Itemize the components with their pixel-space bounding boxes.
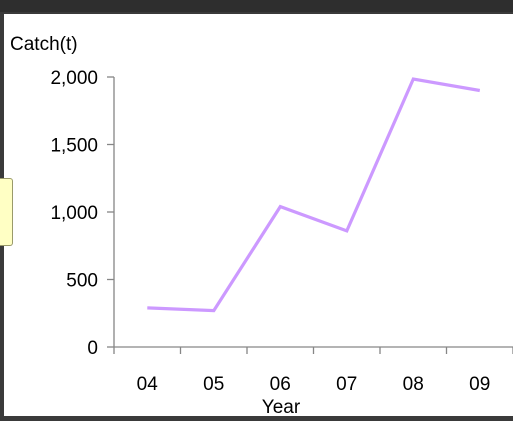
y-axis-title: Catch(t): [10, 34, 78, 55]
x-tick-label: 05: [203, 374, 224, 395]
x-tick-label: 07: [336, 374, 357, 395]
y-tick-label: 2,000: [50, 68, 98, 89]
x-tick-label: 08: [403, 374, 424, 395]
top-strip: [0, 0, 513, 12]
chart-panel: Catch(t) Year 0 500 1,000 1,500 2,000 04 05 06…: [4, 14, 513, 416]
axes-group: [114, 77, 513, 347]
x-tick-group: 04 05 06 07 08 09: [114, 347, 513, 395]
y-tick-label: 1,500: [50, 136, 98, 157]
y-tick-label: 0: [87, 338, 98, 359]
y-tick-label: 1,000: [50, 203, 98, 224]
y-tick-label: 500: [66, 271, 98, 292]
series-line: [147, 79, 480, 311]
series-layer: [147, 79, 480, 311]
x-tick-label: 04: [137, 374, 159, 395]
x-axis-title: Year: [262, 397, 301, 416]
x-tick-label: 09: [469, 374, 490, 395]
callout-shape: [0, 178, 13, 246]
y-tick-group: 0 500 1,000 1,500 2,000: [50, 68, 114, 359]
line-chart: Catch(t) Year 0 500 1,000 1,500 2,000 04 05 06…: [4, 14, 513, 416]
x-tick-label: 06: [270, 374, 291, 395]
